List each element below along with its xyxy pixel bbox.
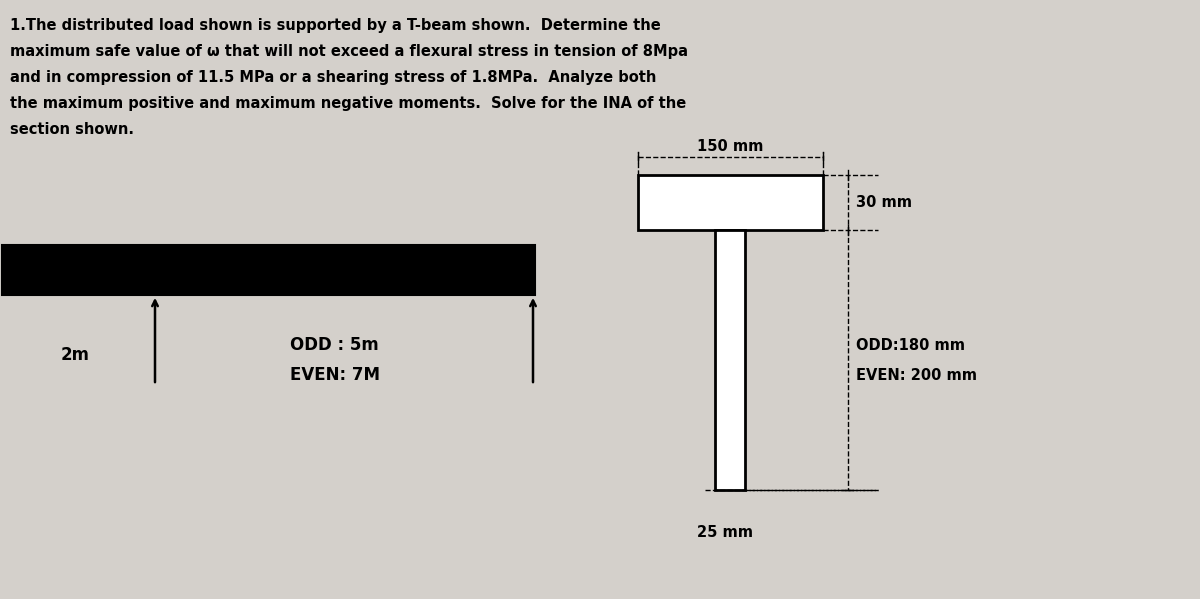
Bar (715, 230, 745, 490)
Bar (637, 175, 822, 230)
Text: ODD:180 mm: ODD:180 mm (856, 337, 965, 352)
Text: section shown.: section shown. (10, 122, 134, 137)
Text: and in compression of 11.5 MPa or a shearing stress of 1.8MPa.  Analyze both: and in compression of 11.5 MPa or a shea… (10, 70, 656, 85)
Text: 1.The distributed load shown is supported by a T-beam shown.  Determine the: 1.The distributed load shown is supporte… (10, 18, 661, 33)
Text: ODD : 5m: ODD : 5m (290, 336, 379, 354)
Text: the maximum positive and maximum negative moments.  Solve for the INA of the: the maximum positive and maximum negativ… (10, 96, 686, 111)
Bar (2, 245, 535, 295)
Text: 150 mm: 150 mm (697, 139, 763, 154)
Text: EVEN: 200 mm: EVEN: 200 mm (856, 368, 977, 383)
Text: maximum safe value of ω that will not exceed a flexural stress in tension of 8Mp: maximum safe value of ω that will not ex… (10, 44, 688, 59)
Text: 30 mm: 30 mm (856, 195, 912, 210)
Text: EVEN: 7M: EVEN: 7M (290, 366, 380, 384)
Text: 25 mm: 25 mm (697, 525, 754, 540)
Text: 2m: 2m (60, 346, 90, 364)
